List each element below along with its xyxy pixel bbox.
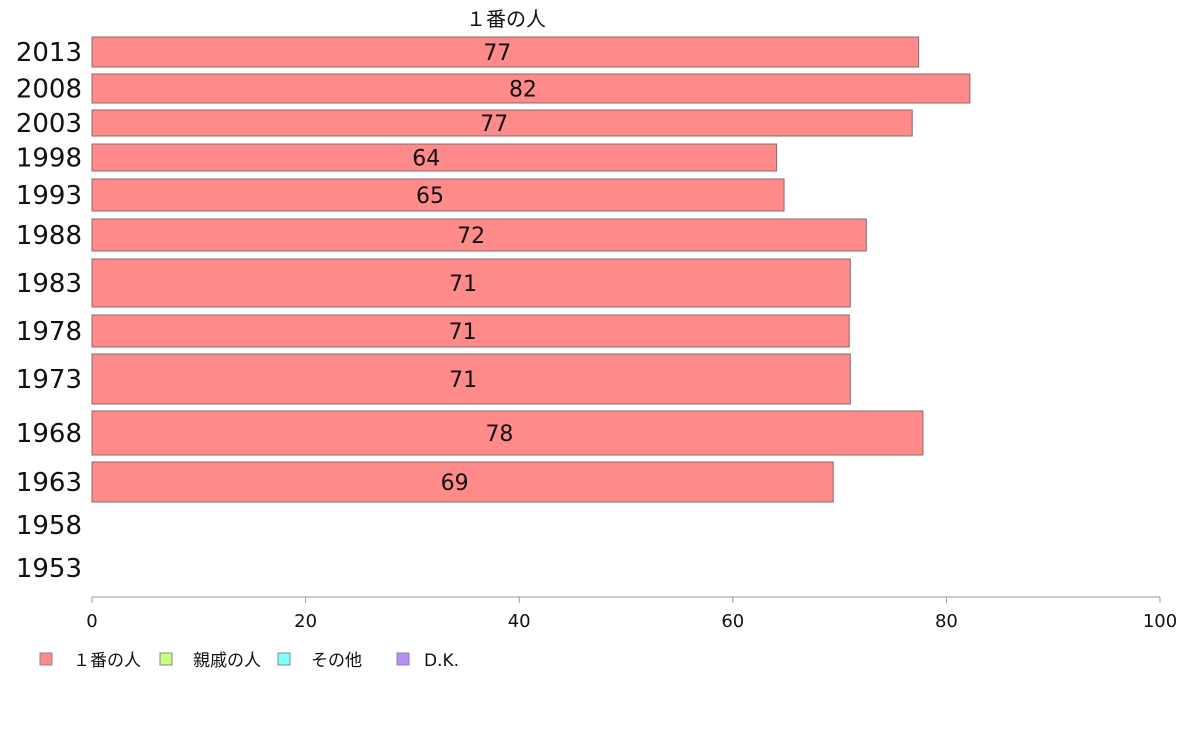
bar-data-label: 78 bbox=[485, 422, 513, 447]
x-tick-label: 20 bbox=[294, 611, 317, 632]
bar-data-label: 64 bbox=[412, 147, 440, 172]
bar bbox=[91, 73, 971, 104]
bar-data-label: 82 bbox=[509, 78, 537, 103]
bar bbox=[91, 461, 834, 503]
legend-swatch bbox=[396, 652, 410, 666]
y-tick-label: 1953 bbox=[16, 554, 82, 584]
y-tick-label: 2013 bbox=[16, 38, 82, 68]
bar-data-label: 77 bbox=[483, 41, 511, 66]
bar bbox=[91, 353, 851, 405]
legend-swatch bbox=[159, 652, 173, 666]
y-tick-label: 1998 bbox=[16, 144, 82, 174]
y-tick-label: 2008 bbox=[16, 75, 82, 105]
bar bbox=[91, 410, 924, 456]
bar-data-label: 71 bbox=[449, 368, 477, 393]
bar-data-label: 71 bbox=[449, 272, 477, 297]
bar bbox=[91, 258, 851, 308]
x-tick-label: 60 bbox=[721, 611, 744, 632]
legend-label: １番の人 bbox=[73, 651, 141, 671]
y-tick-label: 1968 bbox=[16, 419, 82, 449]
legend: １番の人 親戚の人 その他 D.K. bbox=[39, 651, 459, 671]
y-tick-label: 1963 bbox=[16, 468, 82, 498]
y-tick-label: 2003 bbox=[16, 109, 82, 139]
y-tick-label: 1958 bbox=[16, 511, 82, 541]
bar-data-label: 72 bbox=[457, 224, 485, 249]
bar-data-label: 69 bbox=[441, 471, 469, 496]
bar-data-label: 71 bbox=[449, 320, 477, 345]
y-tick-label: 1993 bbox=[16, 181, 82, 211]
legend-label: その他 bbox=[311, 651, 362, 671]
x-tick-label: 0 bbox=[86, 611, 97, 632]
x-tick-label: 80 bbox=[935, 611, 958, 632]
y-tick-label: 1983 bbox=[16, 269, 82, 299]
y-tick-label: 1973 bbox=[16, 365, 82, 395]
y-axis-labels: 2013 2008 2003 1998 1993 1988 1983 1978 1973 1968… bbox=[16, 38, 82, 584]
legend-swatch bbox=[277, 652, 291, 666]
x-tick-label: 100 bbox=[1143, 611, 1177, 632]
bar-data-label: 65 bbox=[416, 184, 444, 209]
bar bbox=[91, 218, 867, 252]
bar bbox=[91, 36, 920, 68]
bar bbox=[91, 178, 785, 212]
x-axis: 0 20 40 60 80 100 bbox=[86, 596, 1177, 632]
bar bbox=[91, 314, 850, 348]
legend-label: D.K. bbox=[424, 651, 459, 671]
bar-data-label: 77 bbox=[480, 112, 508, 137]
legend-label: 親戚の人 bbox=[193, 651, 261, 671]
x-tick-label: 40 bbox=[508, 611, 531, 632]
y-tick-label: 1978 bbox=[16, 317, 82, 347]
legend-swatch bbox=[39, 652, 53, 666]
bar bbox=[91, 143, 778, 172]
bar bbox=[91, 109, 913, 137]
chart-title: １番の人 bbox=[466, 7, 546, 31]
y-tick-label: 1988 bbox=[16, 221, 82, 251]
